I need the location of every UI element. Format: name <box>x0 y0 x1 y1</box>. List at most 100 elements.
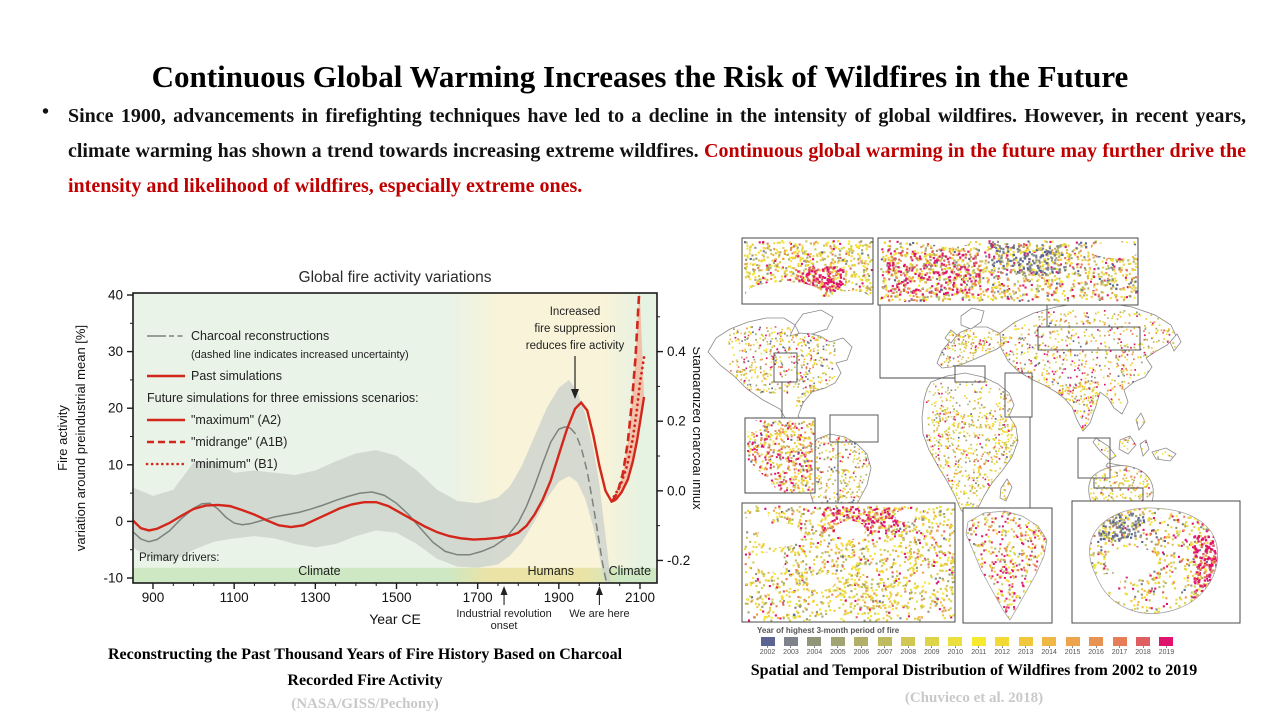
fire-suppression-annotation: Increased fire suppression reduces fire ac… <box>526 306 625 399</box>
legend-swatch-2009 <box>924 637 939 646</box>
axes: 900 1100 1300 1500 1700 1900 2100 -10 0 10 20 30 40 -… <box>103 288 690 606</box>
bullet-item: • Since 1900, advancements in firefighti… <box>42 99 1246 204</box>
bullet-text-red: Continuous global warming in the future … <box>68 140 1247 197</box>
inset-siberia <box>877 237 1140 306</box>
legend-year-label: 2010 <box>947 649 964 656</box>
legend-item-2015: 2015 <box>1062 637 1083 656</box>
svg-text:fire suppression: fire suppression <box>534 323 615 335</box>
axis-annotation-1: We are here <box>569 586 630 620</box>
legend-year-label: 2012 <box>994 649 1010 656</box>
legend-item-2007: 2007 <box>874 637 895 656</box>
wildfire-world-map <box>700 230 1260 630</box>
inset-amazon <box>741 502 956 623</box>
svg-text:1300: 1300 <box>300 590 330 605</box>
legend-tick <box>931 646 933 648</box>
bullet-marker: • <box>42 101 50 123</box>
legend-label-3: Future simulations for three emissions s… <box>147 391 419 405</box>
inset-connector-lines <box>781 304 1144 508</box>
series-line-3 <box>614 396 646 501</box>
legend-year-label: 2006 <box>853 649 870 656</box>
map-year-legend: Year of highest 3-month period of fire 2… <box>757 626 1177 656</box>
legend-item-2005: 2005 <box>827 637 848 656</box>
inset-west-coast <box>742 417 816 494</box>
svg-text:-10: -10 <box>103 571 123 586</box>
legend-swatch-2011 <box>971 637 986 646</box>
svg-text:Industrial revolution: Industrial revolution <box>456 608 551 620</box>
legend-swatch-2003 <box>783 637 798 646</box>
svg-text:1500: 1500 <box>381 590 411 605</box>
legend-swatch-2019 <box>1159 637 1174 646</box>
legend-year-label: 2011 <box>971 649 987 656</box>
legend-tick <box>860 646 862 648</box>
plot-area <box>133 293 646 583</box>
future-scenario-envelope <box>612 293 645 502</box>
legend-item-2009: 2009 <box>921 637 942 656</box>
svg-text:0.4: 0.4 <box>667 344 686 359</box>
series-line-2 <box>133 400 617 541</box>
legend-swatch-2012 <box>995 637 1010 646</box>
left-caption-line2: Recorded Fire Activity <box>287 672 443 689</box>
primary-drivers-label: Primary drivers: <box>139 552 220 564</box>
primary-drivers-strip <box>133 567 657 583</box>
right-figure-caption: Spatial and Temporal Distribution of Wil… <box>750 662 1198 679</box>
legend-item-2011: 2011 <box>968 637 989 656</box>
svg-text:onset: onset <box>491 620 518 632</box>
x-axis-label: Year CE <box>369 611 421 627</box>
legend-swatch-2006 <box>854 637 869 646</box>
svg-text:reduces fire activity: reduces fire activity <box>526 340 625 352</box>
series-line-5 <box>612 355 646 498</box>
left-caption-line1: Reconstructing the Past Thousand Years o… <box>107 646 623 663</box>
legend-tick <box>954 646 956 648</box>
svg-text:0: 0 <box>115 514 123 529</box>
inset-india <box>962 507 1053 624</box>
legend-year-label: 2005 <box>830 649 846 656</box>
legend-year-label: 2017 <box>1111 649 1128 656</box>
legend-item-2014: 2014 <box>1039 637 1060 656</box>
chart-legend: Charcoal reconstructions (dashed line ind… <box>145 329 419 471</box>
legend-tick <box>907 646 909 648</box>
legend-swatch-2013 <box>1018 637 1033 646</box>
legend-swatch-2016 <box>1089 637 1104 646</box>
legend-tick <box>1048 646 1050 648</box>
svg-text:-0.2: -0.2 <box>667 553 690 568</box>
legend-year-label: 2016 <box>1088 649 1104 656</box>
legend-label-0: Charcoal reconstructions <box>191 329 329 343</box>
map-region-boxes <box>773 326 1141 479</box>
charcoal-uncertainty-band <box>133 379 611 583</box>
legend-tick <box>1095 646 1097 648</box>
chart-title: Global fire activity variations <box>299 269 492 286</box>
y-axis-label-left-1: Fire activity <box>55 405 70 471</box>
legend-item-2004: 2004 <box>804 637 825 656</box>
legend-item-2012: 2012 <box>992 637 1013 656</box>
legend-tick <box>1001 646 1003 648</box>
world-map-svg <box>707 237 1241 624</box>
legend-item-2008: 2008 <box>898 637 919 656</box>
legend-year-label: 2019 <box>1158 649 1175 656</box>
legend-label-4: "maximum" (A2) <box>191 413 281 427</box>
svg-text:Increased: Increased <box>550 306 601 318</box>
legend-year-label: 2014 <box>1041 649 1057 656</box>
legend-tick <box>978 646 980 648</box>
legend-item-2013: 2013 <box>1015 637 1036 656</box>
legend-swatch-2005 <box>830 637 845 646</box>
bullet-text: Since 1900, advancements in firefighting… <box>68 99 1246 204</box>
legend-swatch-2018 <box>1136 637 1150 646</box>
svg-text:0.0: 0.0 <box>667 483 686 498</box>
left-figure-source: (NASA/GISS/Pechony) <box>291 696 439 712</box>
legend-year-label: 2004 <box>806 649 823 656</box>
svg-text:2100: 2100 <box>625 590 655 605</box>
legend-tick <box>1119 646 1121 648</box>
bullet-text-black: Since 1900, advancements in firefighting… <box>68 105 1246 162</box>
driver-band-label-2: Climate <box>609 564 651 578</box>
legend-year-label: 2003 <box>783 649 799 656</box>
legend-item-2017: 2017 <box>1109 637 1130 656</box>
legend-year-label: 2018 <box>1135 649 1151 656</box>
fire-chart-svg: 900 1100 1300 1500 1700 1900 2100 -10 0 10 20 30 40 -… <box>55 269 705 632</box>
svg-text:10: 10 <box>108 457 123 472</box>
legend-year-label: 2015 <box>1064 649 1081 656</box>
legend-label-5: "midrange" (A1B) <box>191 435 287 449</box>
legend-tick <box>767 646 768 648</box>
legend-swatch-2015 <box>1065 637 1080 646</box>
legend-swatch-2008 <box>901 637 916 646</box>
